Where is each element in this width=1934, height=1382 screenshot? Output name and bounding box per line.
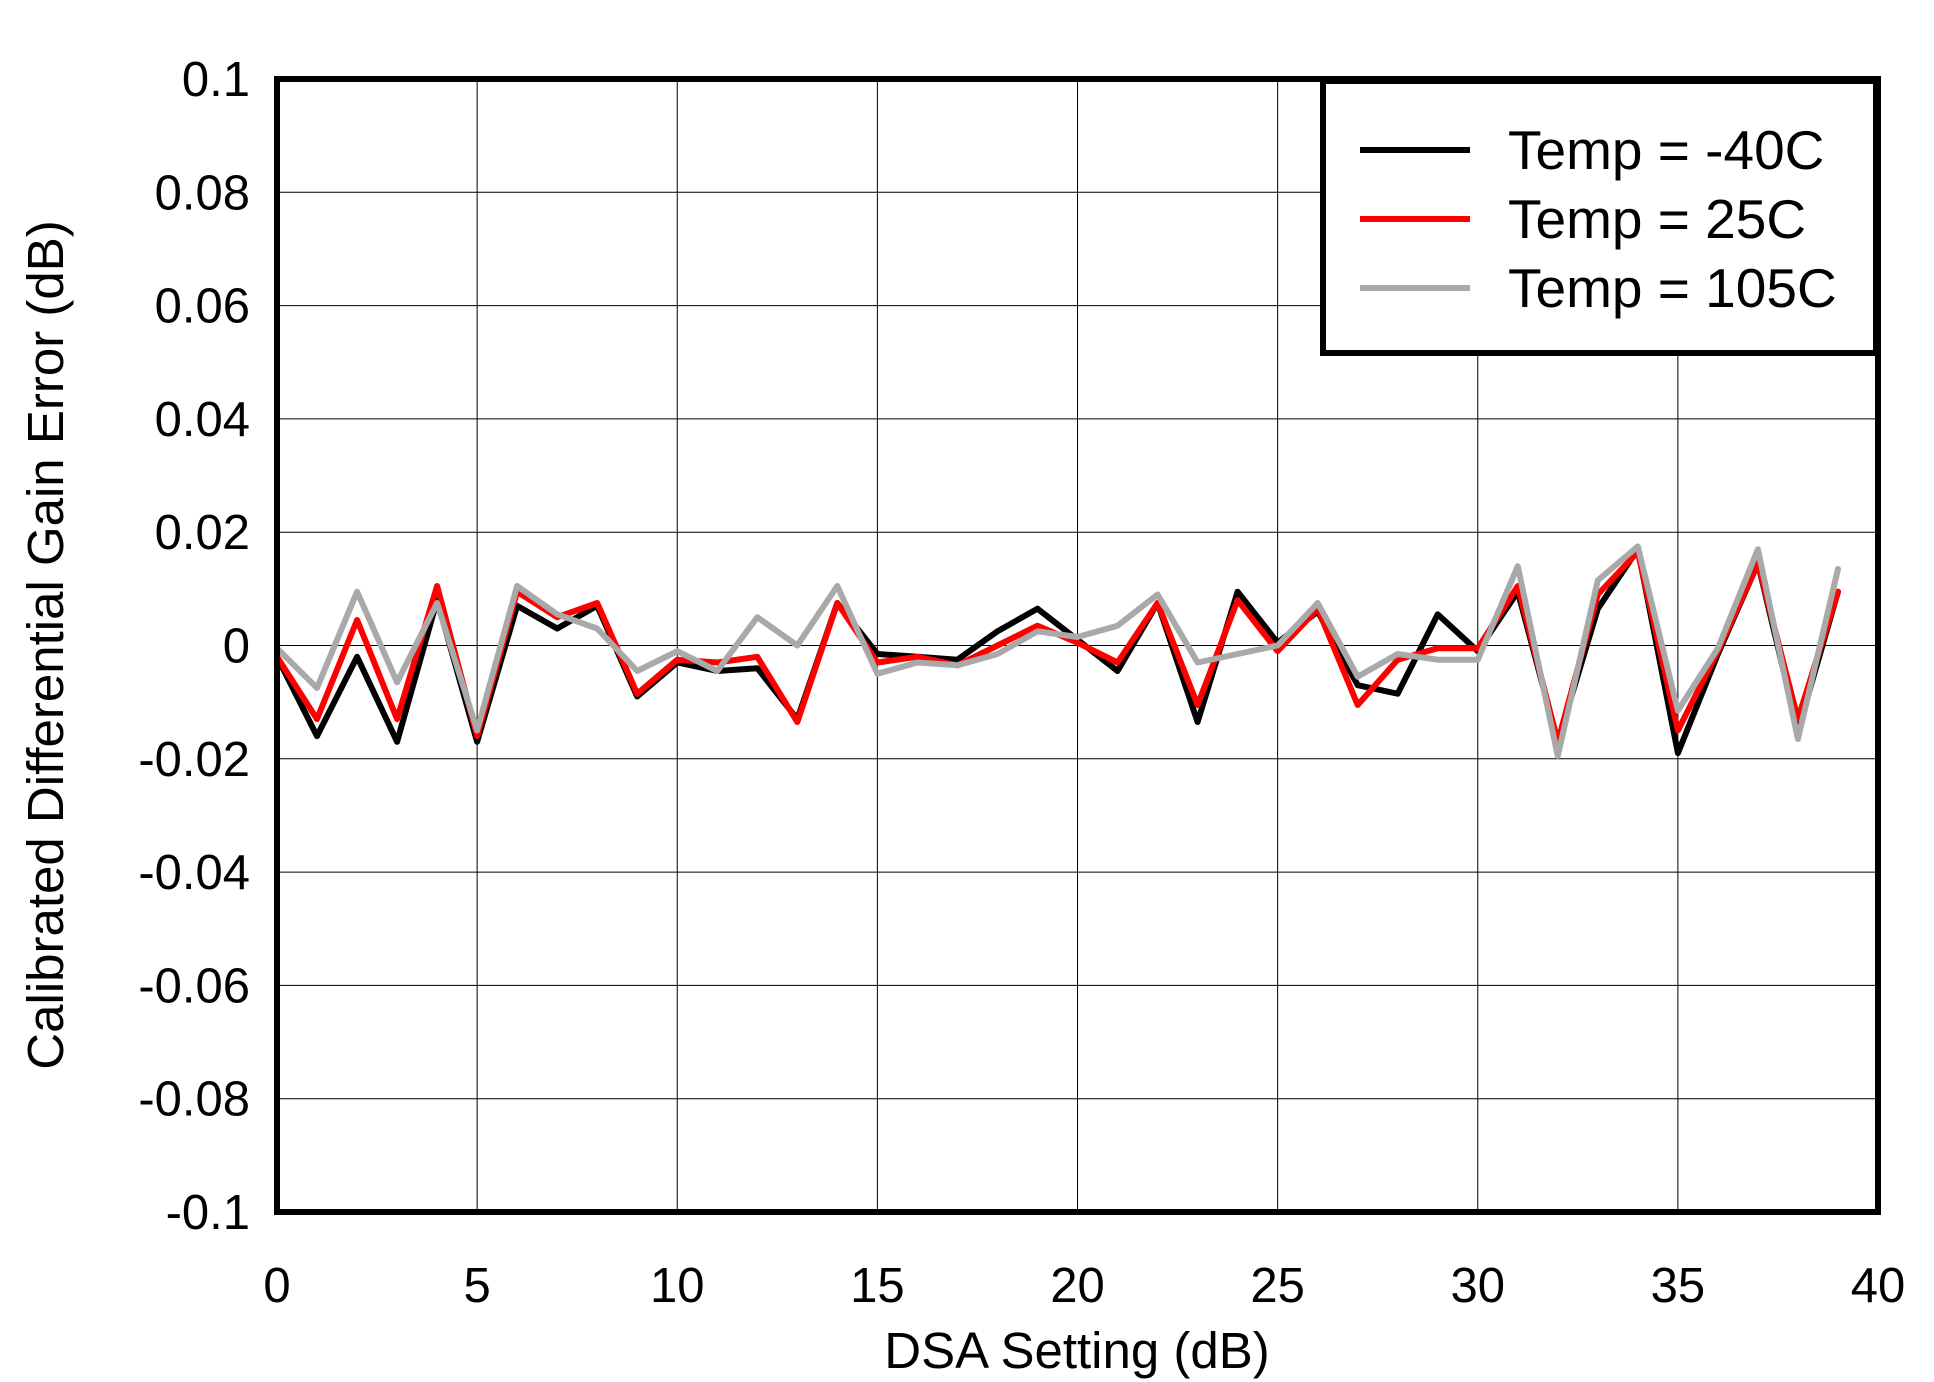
plot-frame [274,76,1881,1215]
legend-items: Temp = -40C Temp = 25C Temp = 105C [1360,119,1837,319]
y-tick-label: 0.08 [155,166,250,220]
x-tick-label: 20 [1050,1259,1105,1313]
series-layer [274,543,1841,759]
x-tick-label: 25 [1250,1259,1305,1313]
series-line-3 [274,543,1841,759]
y-tick-labels: -0.1 -0.08 -0.06 -0.04 -0.02 0 0.02 0.04 0.06 0.0… [138,53,250,1240]
x-tick-labels: 0 5 10 15 20 25 30 35 40 [263,1259,1905,1313]
legend-label-2: Temp = 25C [1508,188,1806,250]
y-tick-label: 0.1 [182,53,250,107]
legend-label-3: Temp = 105C [1508,257,1837,319]
y-tick-label: -0.1 [166,1186,250,1240]
x-tick-label: 30 [1450,1259,1505,1313]
legend-label-1: Temp = -40C [1508,119,1824,181]
x-tick-label: 15 [850,1259,905,1313]
y-tick-label: -0.04 [138,846,250,900]
x-tick-label: 10 [650,1259,705,1313]
legend: Temp = -40C Temp = 25C Temp = 105C [1320,78,1879,356]
x-tick-label: 40 [1851,1259,1906,1313]
series-line-1 [274,546,1841,757]
y-tick-label: 0.02 [155,506,250,560]
grid-layer [276,78,1879,1213]
y-tick-label: -0.06 [138,959,250,1013]
series-line-2 [274,549,1841,745]
x-tick-label: 35 [1651,1259,1706,1313]
y-tick-label: -0.02 [138,733,250,787]
y-tick-label: 0.06 [155,280,250,334]
x-axis-title: DSA Setting (dB) [884,1322,1270,1379]
x-tick-label: 0 [263,1259,290,1313]
y-axis-title: Calibrated Differential Gain Error (dB) [17,220,74,1069]
y-tick-label: -0.08 [138,1073,250,1127]
y-tick-label: 0.04 [155,393,250,447]
x-tick-label: 5 [463,1259,490,1313]
y-tick-label: 0 [223,620,250,674]
